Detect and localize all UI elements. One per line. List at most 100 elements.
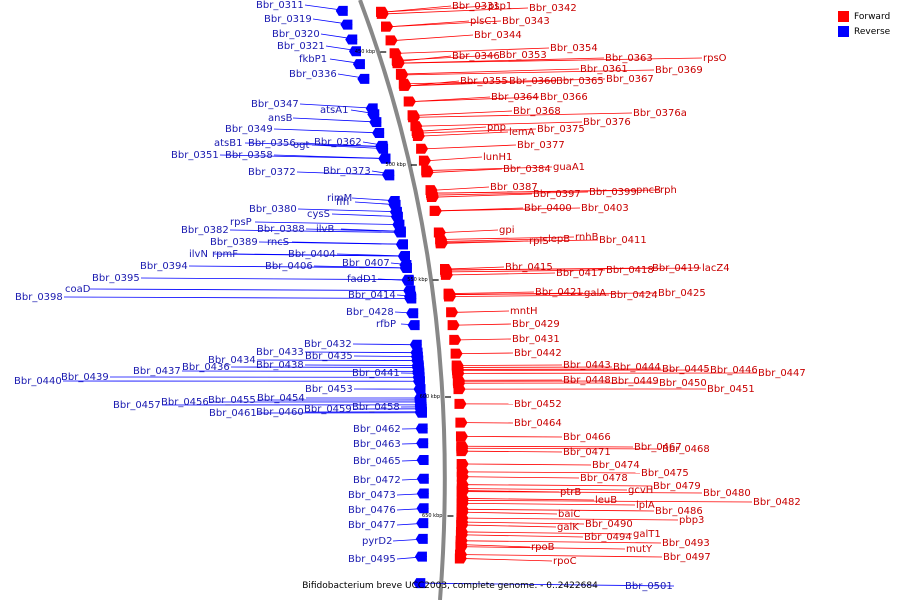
gene-label-bbr-0461[interactable]: Bbr_0461 [209,408,257,419]
gene-label-lepb[interactable]: lepB [548,234,570,245]
gene-label-bbr-0463[interactable]: Bbr_0463 [353,439,401,450]
reverse-gene-arrow[interactable] [399,260,412,271]
gene-label-lema[interactable]: lemA [509,127,535,138]
gene-label-bbr-0360[interactable]: Bbr_0360 [509,76,557,87]
forward-gene-arrow[interactable] [396,69,409,80]
gene-label-bbr-0399[interactable]: Bbr_0399 [589,187,637,198]
gene-label-rnhb[interactable]: rnhB [575,232,599,243]
gene-label-gcvh[interactable]: gcvH [628,485,653,496]
forward-gene-arrow[interactable] [435,237,448,248]
gene-label-rfbp[interactable]: rfbP [376,319,396,330]
gene-label-bbr-0432[interactable]: Bbr_0432 [304,339,352,350]
gene-label-bbr-0467[interactable]: Bbr_0467 [634,442,682,453]
gene-label-ptrb[interactable]: ptrB [560,487,581,498]
reverse-gene-arrow[interactable] [413,384,426,395]
forward-gene-arrow[interactable] [454,553,467,564]
gene-label-lacz4[interactable]: lacZ4 [702,263,730,274]
gene-label-bbr-0473[interactable]: Bbr_0473 [348,490,396,501]
gene-label-bbr-0479[interactable]: Bbr_0479 [653,481,701,492]
gene-label-pbp3[interactable]: pbp3 [679,515,704,526]
reverse-gene-arrow[interactable] [369,117,382,128]
gene-label-bbr-0477[interactable]: Bbr_0477 [348,520,396,531]
gene-label-bbr-0497[interactable]: Bbr_0497 [663,552,711,563]
gene-label-bbr-0389[interactable]: Bbr_0389 [210,237,258,248]
gene-label-bbr-0471[interactable]: Bbr_0471 [563,447,611,458]
gene-label-rpsp[interactable]: rpsP [230,217,252,228]
gene-label-bbr-0320[interactable]: Bbr_0320 [272,29,320,40]
gene-label-bbr-0369[interactable]: Bbr_0369 [655,65,703,76]
gene-label-bbr-0424[interactable]: Bbr_0424 [610,290,658,301]
gene-label-bbr-0388[interactable]: Bbr_0388 [257,224,305,235]
gene-label-bbr-0384[interactable]: Bbr_0384 [503,164,551,175]
reverse-gene-arrow[interactable] [416,473,429,484]
reverse-gene-arrow[interactable] [372,128,385,139]
gene-label-leub[interactable]: leuB [595,495,617,506]
gene-label-fkbp1[interactable]: fkbP1 [299,54,327,65]
gene-label-bbr-0342[interactable]: Bbr_0342 [529,3,577,14]
gene-label-baic[interactable]: baiC [558,509,580,520]
gene-label-bbr-0368[interactable]: Bbr_0368 [513,106,561,117]
gene-label-bbr-0311[interactable]: Bbr_0311 [256,0,304,11]
forward-gene-arrow[interactable] [403,96,416,107]
gene-label-bbr-0494[interactable]: Bbr_0494 [584,532,632,543]
gene-label-bbr-0442[interactable]: Bbr_0442 [514,348,562,359]
gene-label-cyss[interactable]: cysS [307,209,330,220]
gene-label-bbr-0478[interactable]: Bbr_0478 [580,473,628,484]
gene-label-bbr-0462[interactable]: Bbr_0462 [353,424,401,435]
forward-gene-arrow[interactable] [381,21,394,32]
gene-label-atsa1[interactable]: atsA1 [320,105,348,116]
gene-label-bbr-0355[interactable]: Bbr_0355 [460,76,508,87]
gene-label-bbr-0474[interactable]: Bbr_0474 [592,460,640,471]
forward-gene-arrow[interactable] [455,431,468,442]
gene-label-bbr-0444[interactable]: Bbr_0444 [613,362,661,373]
forward-gene-arrow[interactable] [440,264,453,275]
forward-gene-arrow[interactable] [429,205,442,216]
gene-label-pyrd2[interactable]: pyrD2 [362,536,392,547]
gene-label-bbr-0407[interactable]: Bbr_0407 [342,258,390,269]
gene-label-bbr-0375[interactable]: Bbr_0375 [537,124,585,135]
gene-label-bbr-0480[interactable]: Bbr_0480 [703,488,751,499]
gene-label-gala[interactable]: galA [584,288,606,299]
gene-label-psp1[interactable]: psp1 [488,1,512,12]
reverse-gene-arrow[interactable] [412,368,425,379]
forward-gene-arrow[interactable] [392,58,405,69]
gene-label-bbr-0394[interactable]: Bbr_0394 [140,261,188,272]
gene-label-bbr-0397[interactable]: Bbr_0397 [533,189,581,200]
forward-gene-arrow[interactable] [443,289,456,300]
gene-label-bbr-0419[interactable]: Bbr_0419 [652,263,700,274]
forward-gene-arrow[interactable] [447,320,460,331]
forward-gene-arrow[interactable] [376,8,389,19]
forward-gene-arrow[interactable] [456,446,469,457]
reverse-gene-arrow[interactable] [404,291,417,302]
gene-label-bbr-0406[interactable]: Bbr_0406 [265,261,313,272]
gene-label-bbr-0431[interactable]: Bbr_0431 [512,334,560,345]
reverse-gene-arrow[interactable] [416,455,429,466]
gene-label-pnp[interactable]: pnp [487,122,506,133]
gene-label-bbr-0418[interactable]: Bbr_0418 [606,265,654,276]
forward-gene-arrow[interactable] [450,348,463,359]
gene-label-bbr-0454[interactable]: Bbr_0454 [257,393,305,404]
forward-gene-arrow[interactable] [398,78,411,89]
gene-label-bbr-0468[interactable]: Bbr_0468 [662,444,710,455]
gene-label-ansb[interactable]: ansB [268,113,293,124]
gene-label-bbr-0366[interactable]: Bbr_0366 [540,92,588,103]
gene-label-bbr-0428[interactable]: Bbr_0428 [346,307,394,318]
gene-label-bbr-0482[interactable]: Bbr_0482 [753,497,801,508]
forward-gene-arrow[interactable] [385,35,398,46]
gene-label-bbr-0450[interactable]: Bbr_0450 [659,378,707,389]
gene-label-bbr-0331[interactable]: Bbr_0331 [452,1,500,12]
reverse-gene-arrow[interactable] [416,438,429,449]
gene-label-bbr-0447[interactable]: Bbr_0447 [758,368,806,379]
gene-label-bbr-0353[interactable]: Bbr_0353 [499,50,547,61]
reverse-gene-arrow[interactable] [375,140,388,151]
gene-label-bbr-0475[interactable]: Bbr_0475 [641,468,689,479]
gene-label-plsc1[interactable]: plsC1 [470,16,498,27]
gene-label-bbr-0343[interactable]: Bbr_0343 [502,16,550,27]
gene-label-bbr-0344[interactable]: Bbr_0344 [474,30,522,41]
gene-label-rncs[interactable]: rncS [267,237,289,248]
reverse-gene-arrow[interactable] [390,211,403,222]
forward-gene-arrow[interactable] [456,485,469,496]
gene-label-rpls[interactable]: rplS [529,236,549,247]
gene-label-bbr-0382[interactable]: Bbr_0382 [181,225,229,236]
gene-label-bbr-0367[interactable]: Bbr_0367 [606,74,654,85]
